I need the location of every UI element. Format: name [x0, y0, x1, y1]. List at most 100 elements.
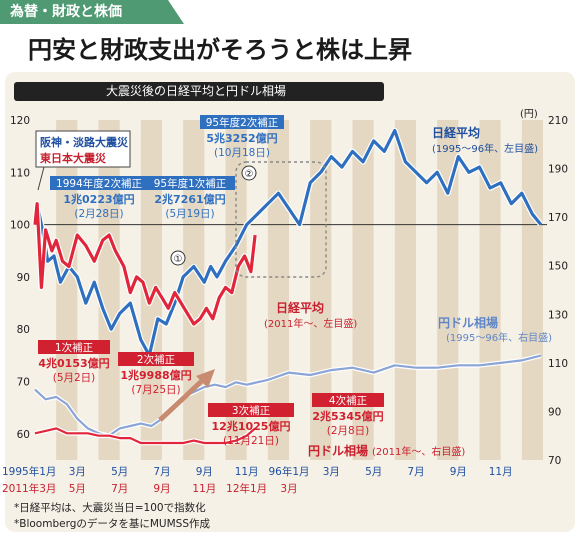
x-tick-label-2011: 2011年3月: [2, 482, 56, 495]
callout-2011-feb-title: 4次補正: [329, 394, 367, 407]
month-stripe: [98, 120, 120, 460]
callout-2011-feb-date: (2月8日): [327, 425, 370, 437]
note-nikkei-1995: (1995〜96年、左目盛): [432, 142, 538, 155]
series-line-3: [34, 427, 256, 445]
left-tick-label: 120: [10, 115, 30, 127]
month-stripe: [437, 120, 459, 460]
right-tick-label: 130: [548, 309, 568, 321]
period-stripes: [56, 120, 543, 460]
callout-2011-may-amount: 4兆0153億円: [38, 356, 109, 370]
callout-2011-jul-date: (7月25日): [131, 384, 180, 396]
axes: 60 70 80 90 100 110 120 70 90 110 130 150 170 190 210 (…: [2, 109, 568, 495]
trend-arrow-shaft: [158, 376, 207, 422]
month-stripe: [521, 120, 543, 460]
left-tick-label: 100: [10, 220, 30, 232]
callout-2011-nov-amount: 12兆1025億円: [212, 419, 291, 433]
marker-2-ring: [241, 165, 257, 181]
callout-1995-oct-header: [200, 115, 284, 129]
disaster-label-1995: 阪神・淡路大震災: [40, 135, 129, 149]
callout-1995-feb-header: [50, 176, 148, 190]
disaster-box: [35, 130, 131, 168]
marker-2: ②: [245, 169, 254, 180]
footnote-2: *Bloombergのデータを基にMUMSS作成: [14, 518, 211, 530]
x-tick-label-1995: 9月: [450, 466, 467, 478]
callout-1995-may-header: [145, 176, 235, 190]
left-tick-label: 70: [17, 377, 30, 389]
right-tick-label: 170: [548, 212, 568, 224]
series-lines: [32, 127, 544, 446]
disaster-label-2011: 東日本大震災: [40, 151, 107, 165]
x-tick-label-1995: 96年1月: [268, 465, 309, 478]
left-tick-label: 110: [10, 167, 30, 179]
label-yen-2011: 円ドル相場: [308, 443, 368, 458]
callout-1995-oct-amount: 5兆3252億円: [206, 131, 277, 145]
callout-2011-jul-header: [118, 352, 194, 366]
x-tick-label-1995: 11月: [235, 466, 259, 478]
note-yen-1995: (1995〜96年、右目盛): [446, 331, 552, 344]
right-tick-label: 70: [548, 455, 561, 467]
month-stripe: [183, 120, 205, 460]
x-tick-label-2011: 3月: [280, 483, 297, 495]
right-tick-label: 150: [548, 261, 568, 273]
left-tick-label: 60: [17, 429, 30, 441]
x-tick-label-1995: 7月: [407, 466, 424, 478]
series-line-2: [34, 354, 542, 437]
callout-1995-feb-date: (2月28日): [74, 208, 123, 220]
left-tick-label: 80: [17, 324, 30, 336]
x-tick-label-1995: 3月: [323, 466, 340, 478]
series-line-0: [33, 128, 543, 357]
right-tick-label: 210: [548, 115, 568, 127]
x-tick-label-1995: 1995年1月: [2, 465, 56, 478]
month-stripe: [479, 120, 501, 460]
callout-1995-oct-date: (10月18日): [214, 147, 270, 159]
right-tick-label: 190: [548, 164, 568, 176]
callout-2011-jul-title: 2次補正: [137, 353, 175, 366]
chart-subtitle: 大震災後の日経平均と円ドル相場: [14, 82, 384, 101]
x-tick-label-1995: 5月: [111, 466, 128, 478]
category-tag: 為替・財政と株価: [0, 0, 184, 24]
month-stripe: [140, 120, 162, 460]
right-axis-unit: (円): [520, 109, 538, 120]
callout-1995-feb-amount: 1兆0223億円: [63, 192, 134, 206]
footnote-1: *日経平均は、大震災当日=100で指数化: [14, 502, 206, 514]
x-tick-label-2011: 5月: [69, 483, 86, 495]
month-stripe: [394, 120, 416, 460]
highlight-box: [235, 161, 327, 278]
label-yen-1995: 円ドル相場: [438, 315, 498, 330]
marker-1-ring: [170, 250, 186, 266]
right-tick-label: 90: [548, 406, 561, 418]
marker-1: ①: [174, 254, 183, 265]
x-tick-label-2011: 11月: [192, 483, 216, 495]
note-yen-2011: (2011年〜、右目盛): [372, 445, 465, 458]
callout-1995-may-date: (5月19日): [165, 208, 214, 220]
left-tick-label: 90: [17, 272, 30, 284]
callout-2011-feb-amount: 2兆5345億円: [312, 409, 383, 423]
x-tick-label-1995: 3月: [69, 466, 86, 478]
callout-1995-oct-title: 95年度2次補正: [206, 116, 279, 129]
callout-1995-may-amount: 2兆7261億円: [154, 192, 225, 206]
series-line-1: [33, 202, 257, 326]
callout-2011-may-title: 1次補正: [55, 341, 93, 354]
x-tick-label-1995: 9月: [196, 466, 213, 478]
callout-2011-may-date: (5月2日): [53, 372, 96, 384]
month-stripe: [56, 120, 78, 460]
right-tick-label: 110: [548, 358, 568, 370]
x-tick-label-2011: 12年1月: [226, 482, 267, 495]
trend-arrow-head: [196, 369, 215, 388]
callout-2011-nov-date: (11月21日): [223, 435, 279, 447]
x-tick-label-2011: 9月: [153, 483, 170, 495]
label-nikkei-2011: 日経平均: [276, 300, 324, 315]
callout-2011-may-header: [38, 340, 110, 354]
x-tick-label-1995: 11月: [489, 466, 513, 478]
callout-2011-jul-amount: 1兆9988億円: [120, 368, 191, 382]
callout-1995-feb-title: 1994年度2次補正: [56, 177, 142, 190]
month-stripe: [225, 120, 247, 460]
callout-2011-nov-header: [208, 403, 294, 417]
label-nikkei-1995: 日経平均: [432, 125, 480, 140]
callout-2011-feb-header: [312, 393, 384, 407]
disaster-pointer: [37, 166, 45, 191]
month-stripe: [352, 120, 374, 460]
x-tick-label-2011: 7月: [111, 483, 128, 495]
